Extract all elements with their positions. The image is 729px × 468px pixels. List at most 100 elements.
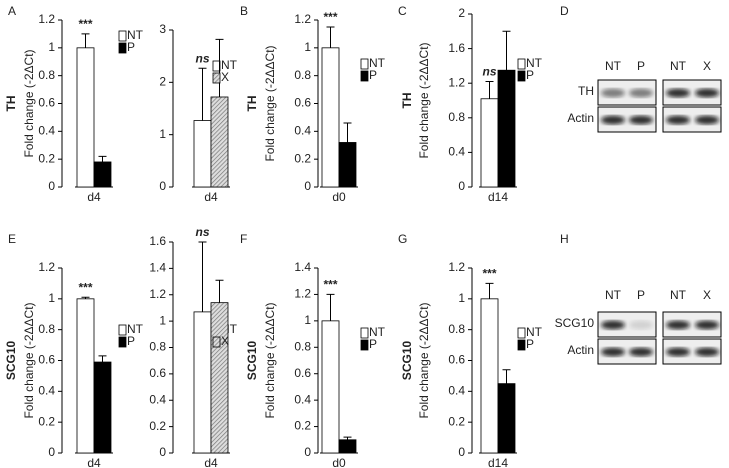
error-bar	[98, 155, 107, 162]
annotation: ns	[195, 51, 209, 65]
blot-band	[601, 88, 625, 98]
legend-label: NT	[526, 325, 543, 339]
legend-label: P	[369, 337, 377, 351]
x-tick-label: d4	[204, 190, 218, 204]
legend-label: NT	[369, 56, 386, 70]
y-tick-label: 0.8	[448, 322, 465, 336]
y-tick-label: 0	[48, 445, 55, 459]
bar	[480, 98, 499, 188]
legend-label: NT	[127, 322, 144, 336]
panel-label: E	[8, 232, 16, 246]
blot-band	[601, 320, 625, 330]
y-tick-label: 0.6	[294, 96, 311, 110]
error-bar	[81, 33, 90, 48]
y-tick-label: 0.8	[294, 339, 311, 353]
blot-band	[695, 320, 719, 330]
panel-label: H	[560, 232, 569, 246]
lane-label: X	[703, 288, 711, 302]
bar	[497, 383, 516, 454]
lane-label: P	[637, 59, 645, 73]
blot-band	[666, 115, 690, 125]
blot-band	[666, 88, 690, 98]
panel-label: D	[560, 4, 569, 18]
error-bar	[198, 241, 207, 312]
y-axis-title: Fold change (-2ΔΔCt)	[417, 302, 431, 418]
y-tick-label: 0.8	[149, 340, 166, 354]
y-tick-label: 0.4	[294, 124, 311, 138]
y-tick-label: 1.2	[38, 260, 55, 274]
y-tick-label: 1	[48, 291, 55, 305]
y-tick-label: 0.6	[448, 353, 465, 367]
y-tick-label: 2	[458, 6, 465, 20]
row-label: SCG10	[555, 316, 595, 330]
bar	[193, 120, 212, 188]
blot-band	[629, 320, 653, 330]
annotation: ***	[78, 17, 92, 31]
y-axis-title: Fold change (-2ΔΔCt)	[417, 42, 431, 158]
gene-label: TH	[245, 96, 259, 112]
y-tick-label: 0.6	[149, 366, 166, 380]
annotation: ***	[323, 278, 337, 292]
y-tick-label: 0.2	[38, 414, 55, 428]
blot-band	[601, 115, 625, 125]
y-tick-label: 0.4	[149, 392, 166, 406]
y-tick-label: 2	[159, 75, 166, 89]
panel-label: G	[398, 232, 407, 246]
legend-label: NT	[127, 28, 144, 42]
y-tick-label: 1.2	[448, 75, 465, 89]
legend-swatch	[118, 42, 127, 54]
y-tick-label: 0.2	[38, 151, 55, 165]
lane-label: NT	[670, 59, 687, 73]
error-bar	[81, 296, 90, 299]
y-tick-label: 1.2	[149, 287, 166, 301]
bar	[93, 161, 112, 188]
y-tick-label: 0.4	[294, 392, 311, 406]
error-bar	[215, 38, 224, 97]
legend-label: NT	[221, 58, 238, 72]
y-tick-label: 1.2	[38, 12, 55, 26]
legend-swatch	[212, 60, 221, 72]
lane-label: NT	[605, 288, 622, 302]
y-tick-label: 0	[458, 179, 465, 193]
bar	[93, 361, 112, 454]
bar	[321, 320, 340, 454]
row-label: Actin	[567, 343, 594, 357]
panel-label: A	[8, 4, 16, 18]
legend-label: P	[127, 334, 135, 348]
x-tick-label: d14	[488, 190, 508, 204]
y-tick-label: 0.4	[38, 124, 55, 138]
legend-swatch	[118, 324, 127, 336]
y-tick-label: 1.4	[149, 261, 166, 275]
legend-label: P	[127, 40, 135, 54]
panel-label: B	[240, 4, 248, 18]
error-bar	[326, 293, 335, 321]
bar	[193, 311, 212, 454]
y-tick-label: 1	[48, 40, 55, 54]
legend-label: P	[526, 68, 534, 82]
y-tick-label: 0.4	[448, 384, 465, 398]
legend-swatch	[118, 336, 127, 348]
blot-band	[666, 347, 690, 357]
blot-band	[601, 347, 625, 357]
y-tick-label: 0.2	[448, 414, 465, 428]
error-bar	[485, 282, 494, 299]
y-axis-title: Fold change (-2ΔCt)	[22, 49, 36, 157]
y-axis-title: Fold change (-2ΔΔCt)	[22, 302, 36, 418]
y-tick-label: 0.2	[294, 419, 311, 433]
legend-swatch	[517, 70, 526, 82]
bar	[76, 47, 95, 188]
legend-label: P	[369, 68, 377, 82]
bar	[480, 298, 499, 454]
legend-swatch	[360, 70, 369, 82]
blot-band	[695, 347, 719, 357]
y-tick-label: 1	[304, 40, 311, 54]
legend-swatch	[360, 327, 369, 339]
x-tick-label: d4	[204, 456, 218, 468]
y-axis-title: Fold change (-2ΔΔCt)	[263, 45, 277, 161]
annotation: ***	[323, 10, 337, 24]
y-tick-label: 0.8	[38, 322, 55, 336]
y-tick-label: 0	[48, 179, 55, 193]
x-tick-label: d4	[87, 190, 101, 204]
y-tick-label: 0	[458, 445, 465, 459]
